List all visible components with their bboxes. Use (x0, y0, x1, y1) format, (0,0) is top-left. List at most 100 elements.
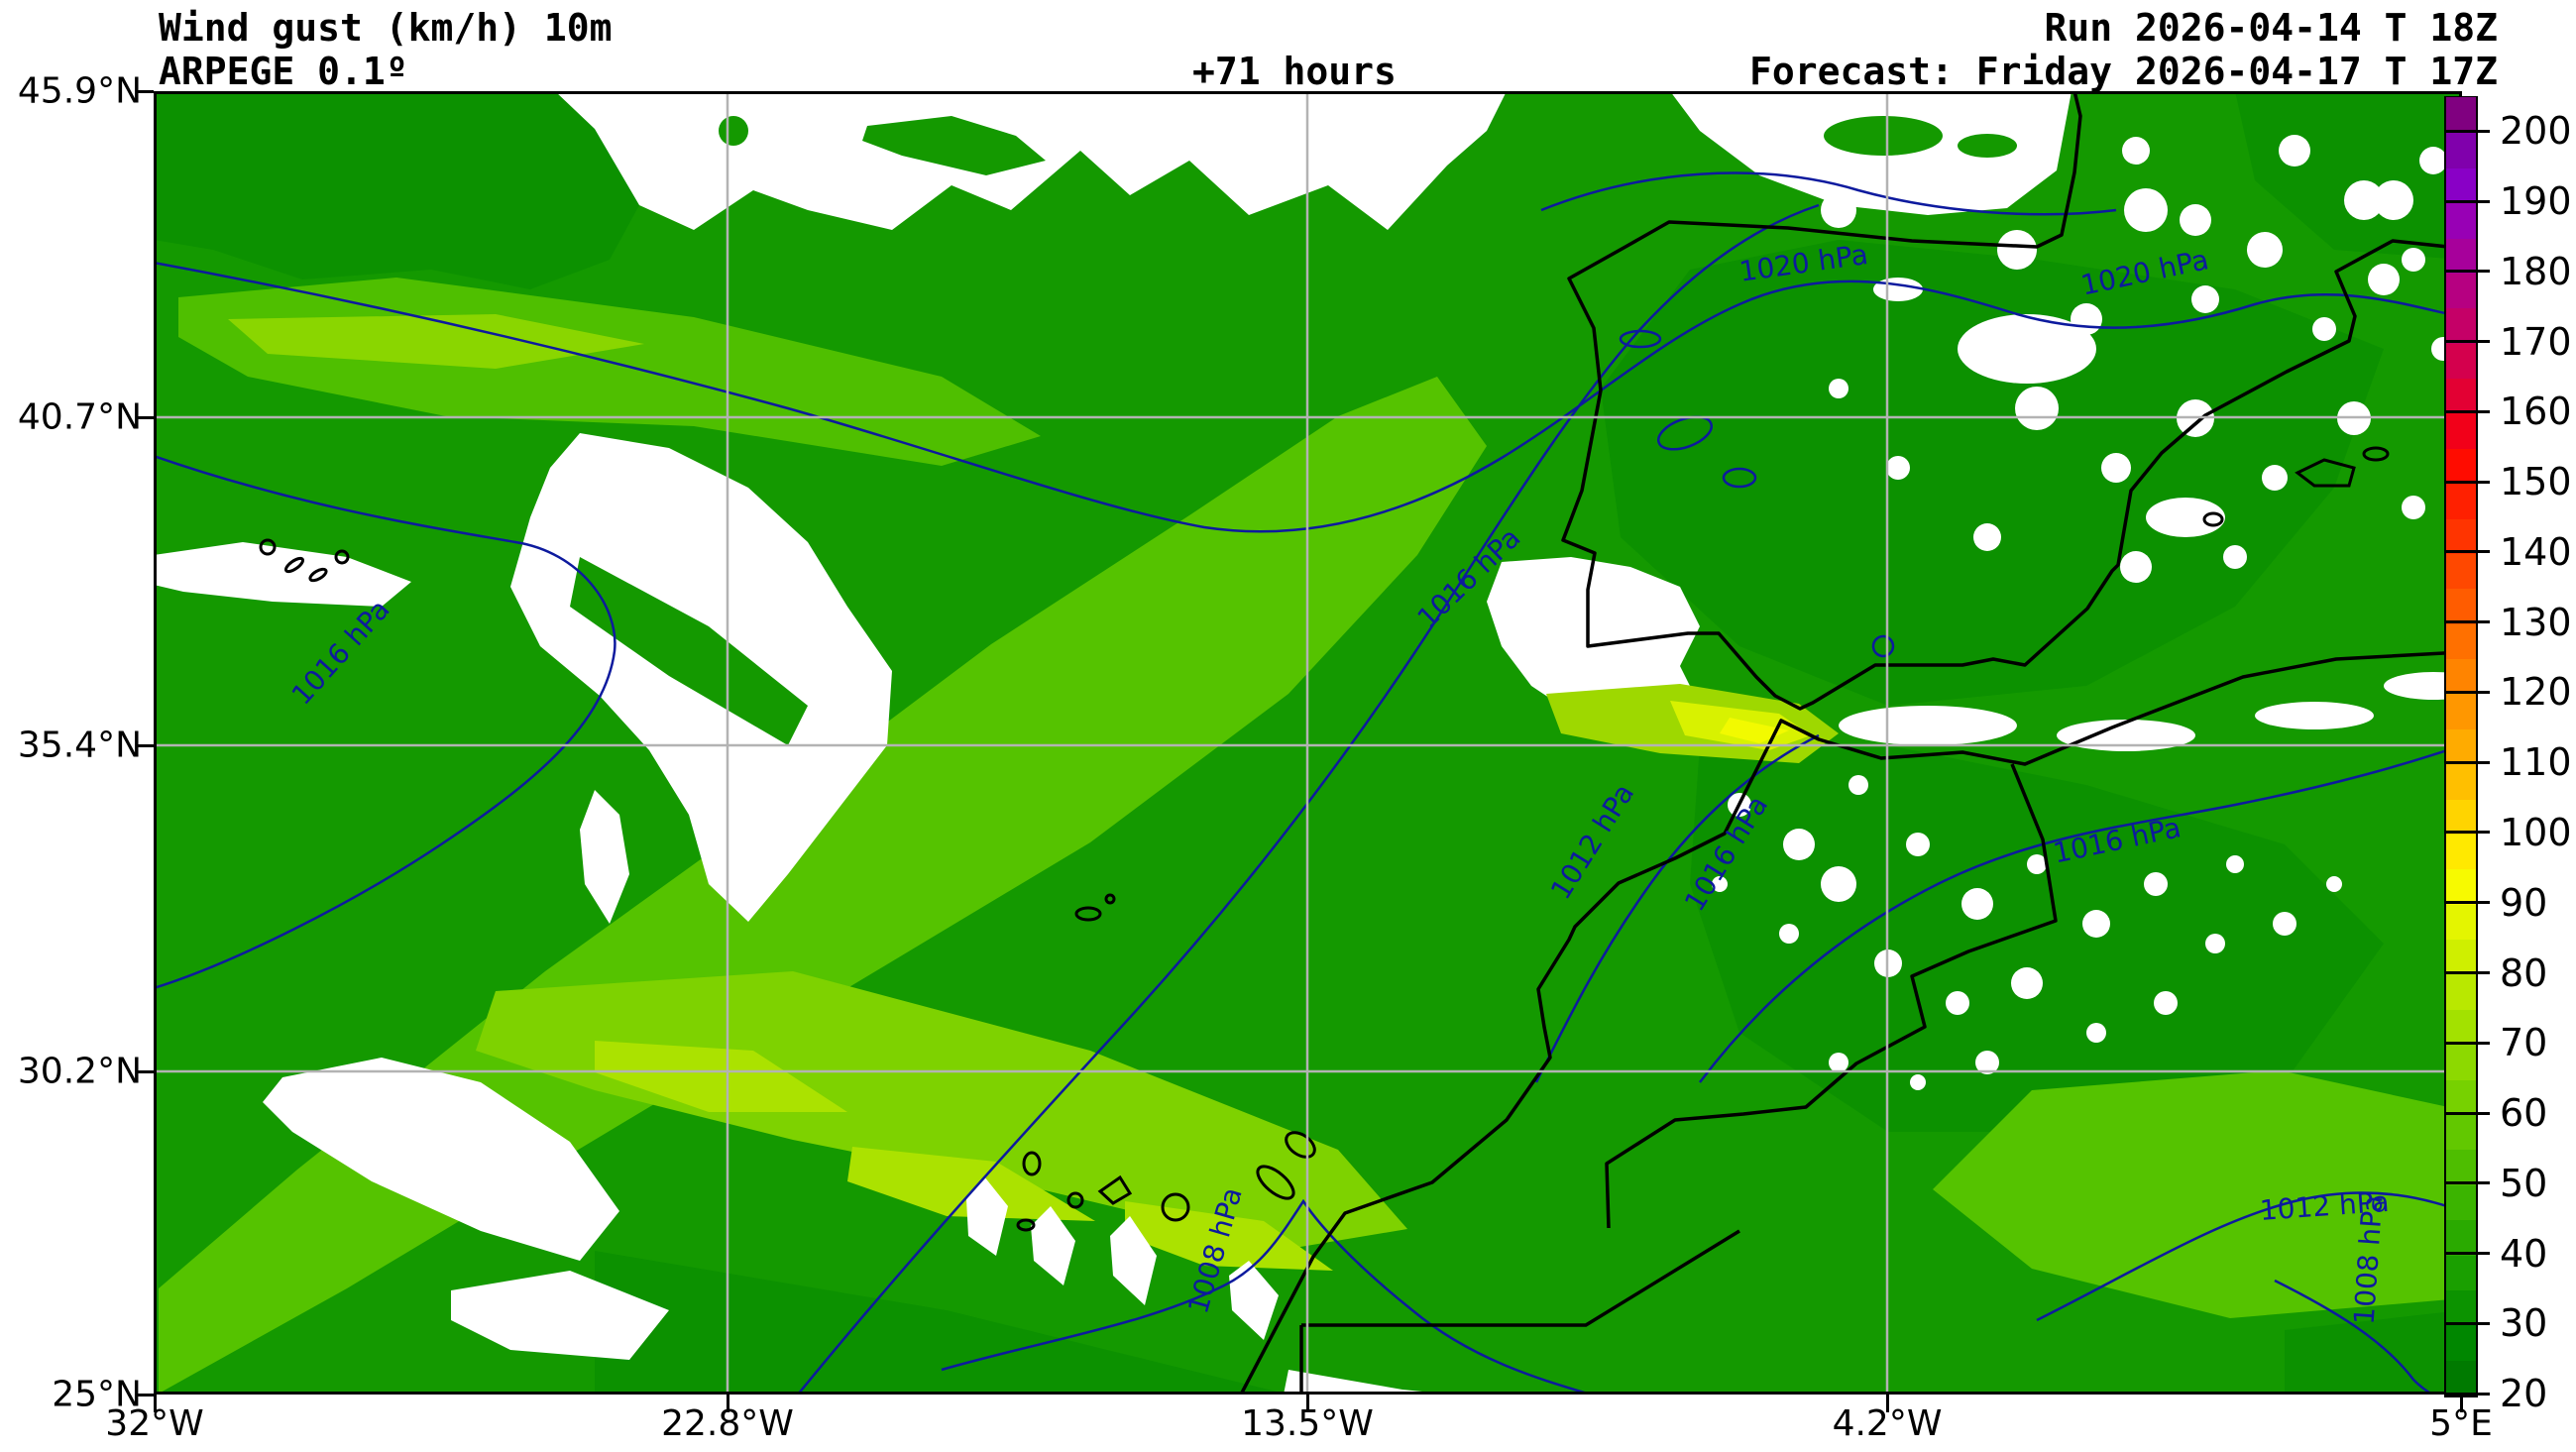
azores-2 (283, 556, 305, 574)
lon-tick-label: 4.2°W (1832, 1403, 1943, 1444)
run-datetime: Run 2026-04-14 T 18Z (2044, 6, 2498, 50)
colorbar-segment (2446, 658, 2476, 695)
colorbar-tick-label: 120 (2500, 670, 2572, 715)
lon-tick-label: 13.5°W (1241, 1403, 1374, 1444)
model-name: ARPEGE 0.1º (159, 50, 408, 93)
colorbar-segment (2446, 1289, 2476, 1326)
lon-tick (2460, 1395, 2463, 1412)
colorbar-tick-label: 130 (2500, 600, 2572, 644)
colorbar-tick (2446, 831, 2490, 835)
colorbar-tick-label: 140 (2500, 529, 2572, 574)
colorbar-segment (2446, 763, 2476, 800)
colorbar-tick (2446, 690, 2490, 694)
colorbar-tick-label: 80 (2500, 950, 2548, 995)
fuerteventura (1256, 1165, 1295, 1200)
islands (259, 446, 2390, 1232)
colorbar-tick (2446, 270, 2490, 274)
lat-tick-label: 40.7°N (17, 396, 142, 438)
lon-tick-label: 5°E (2429, 1403, 2493, 1444)
colorbar-segment (2446, 412, 2476, 449)
azores-3 (308, 567, 328, 583)
iberia-france-coast (1561, 91, 2462, 711)
colorbar-tick-label: 190 (2500, 179, 2572, 224)
gibraltar-gust-streak (1546, 684, 1839, 763)
colorbar-tick-label: 70 (2500, 1021, 2548, 1065)
colorbar-tick (2446, 1321, 2490, 1325)
colorbar-segment (2446, 448, 2476, 485)
porto-santo (1104, 893, 1116, 905)
colorbar-segment (2446, 1114, 2476, 1151)
lat-tick-label: 30.2°N (17, 1051, 142, 1092)
colorbar-tick-label: 40 (2500, 1231, 2548, 1276)
colorbar-segment (2446, 868, 2476, 905)
colorbar-tick-label: 50 (2500, 1161, 2548, 1205)
colorbar-segment (2446, 798, 2476, 835)
colorbar-tick-label: 110 (2500, 740, 2572, 785)
colorbar-segment (2446, 343, 2476, 380)
colorbar (2444, 96, 2478, 1397)
colorbar-segment (2446, 378, 2476, 414)
gridlines (154, 91, 2462, 1395)
colorbar-tick (2446, 550, 2490, 554)
forecast-datetime: Forecast: Friday 2026-04-17 T 17Z (1749, 50, 2498, 93)
sahara-borders (1299, 1229, 1740, 1395)
gran-canaria (1161, 1192, 1190, 1222)
colorbar-segment (2446, 693, 2476, 729)
colorbar-segment (2446, 553, 2476, 590)
colorbar-tick (2446, 1111, 2490, 1115)
colorbar-tick-label: 30 (2500, 1301, 2548, 1346)
lanzarote (1285, 1131, 1316, 1159)
colorbar-segment (2446, 202, 2476, 239)
lat-tick (136, 1394, 154, 1396)
lat-tick-label: 25°N (52, 1374, 142, 1415)
colorbar-segment (2446, 168, 2476, 204)
lat-tick (136, 1070, 154, 1073)
colorbar-tick (2446, 901, 2490, 905)
lon-tick (1306, 1395, 1309, 1412)
colorbar-segment (2446, 1184, 2476, 1221)
colorbar-segment (2446, 623, 2476, 660)
lat-tick-label: 35.4°N (17, 725, 142, 766)
colorbar-tick-label: 160 (2500, 390, 2572, 434)
colorbar-segment (2446, 904, 2476, 941)
colorbar-tick-label: 60 (2500, 1091, 2548, 1135)
lat-tick (136, 744, 154, 747)
colorbar-segment (2446, 237, 2476, 274)
map-title: Wind gust (km/h) 10m (159, 6, 613, 50)
colorbar-segment (2446, 483, 2476, 519)
colorbar-tick (2446, 1041, 2490, 1045)
colorbar-tick (2446, 129, 2490, 133)
colorbar-segment (2446, 1324, 2476, 1361)
colorbar-segment (2446, 97, 2476, 134)
colorbar-segment (2446, 973, 2476, 1010)
colorbar-segment (2446, 1360, 2476, 1396)
colorbar-tick (2446, 760, 2490, 764)
colorbar-tick (2446, 620, 2490, 624)
menorca (2362, 446, 2390, 462)
mallorca (2295, 458, 2356, 488)
lat-tick-label: 45.9°N (17, 70, 142, 112)
colorbar-tick (2446, 340, 2490, 344)
colorbar-segment (2446, 307, 2476, 344)
la-palma (1022, 1151, 1042, 1176)
colorbar-segment (2446, 1149, 2476, 1185)
colorbar-segment (2446, 834, 2476, 870)
lon-tick-label: 22.8°W (661, 1403, 794, 1444)
map-canvas (154, 91, 2462, 1395)
el-hierro (1016, 1218, 1036, 1232)
colorbar-segment (2446, 728, 2476, 765)
colorbar-tick-label: 20 (2500, 1372, 2548, 1415)
morocco-algeria-border (1605, 763, 2058, 1229)
colorbar-tick-label: 100 (2500, 810, 2572, 854)
colorbar-tick (2446, 199, 2490, 203)
lon-tick (1886, 1395, 1889, 1412)
colorbar-tick-label: 180 (2500, 249, 2572, 293)
colorbar-segment (2446, 939, 2476, 975)
colorbar-tick (2446, 971, 2490, 974)
colorbar-tick-label: 90 (2500, 880, 2548, 925)
colorbar-tick-label: 200 (2500, 109, 2572, 154)
lon-tick-label: 32°W (105, 1403, 204, 1444)
colorbar-tick (2446, 1252, 2490, 1255)
ibiza (2202, 511, 2224, 527)
